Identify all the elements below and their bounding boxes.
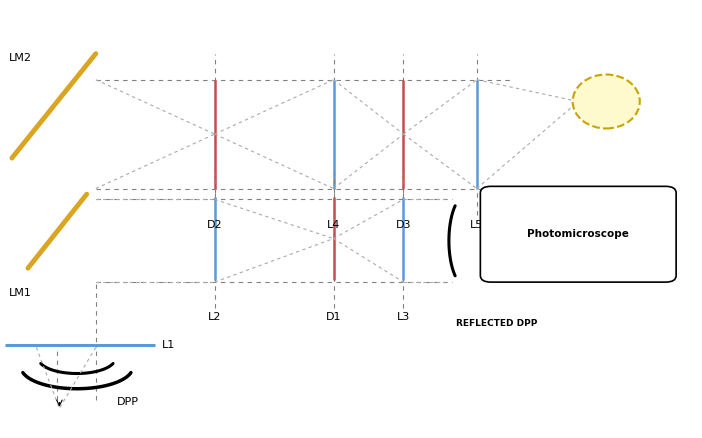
Text: L3: L3 — [397, 312, 410, 321]
Text: DPP: DPP — [117, 397, 139, 407]
Text: L2: L2 — [208, 312, 221, 321]
Text: D3: D3 — [396, 220, 411, 230]
Text: LM2: LM2 — [8, 53, 32, 63]
Text: D2: D2 — [207, 220, 223, 230]
Text: L5: L5 — [470, 220, 484, 230]
Text: LM1: LM1 — [8, 288, 32, 298]
FancyBboxPatch shape — [480, 186, 676, 282]
Text: D1: D1 — [326, 312, 341, 321]
Ellipse shape — [573, 74, 640, 128]
Text: L1: L1 — [162, 340, 176, 350]
Text: L4: L4 — [327, 220, 340, 230]
Text: Photomicroscope: Photomicroscope — [527, 229, 629, 239]
Text: REFLECTED DPP: REFLECTED DPP — [456, 319, 537, 328]
